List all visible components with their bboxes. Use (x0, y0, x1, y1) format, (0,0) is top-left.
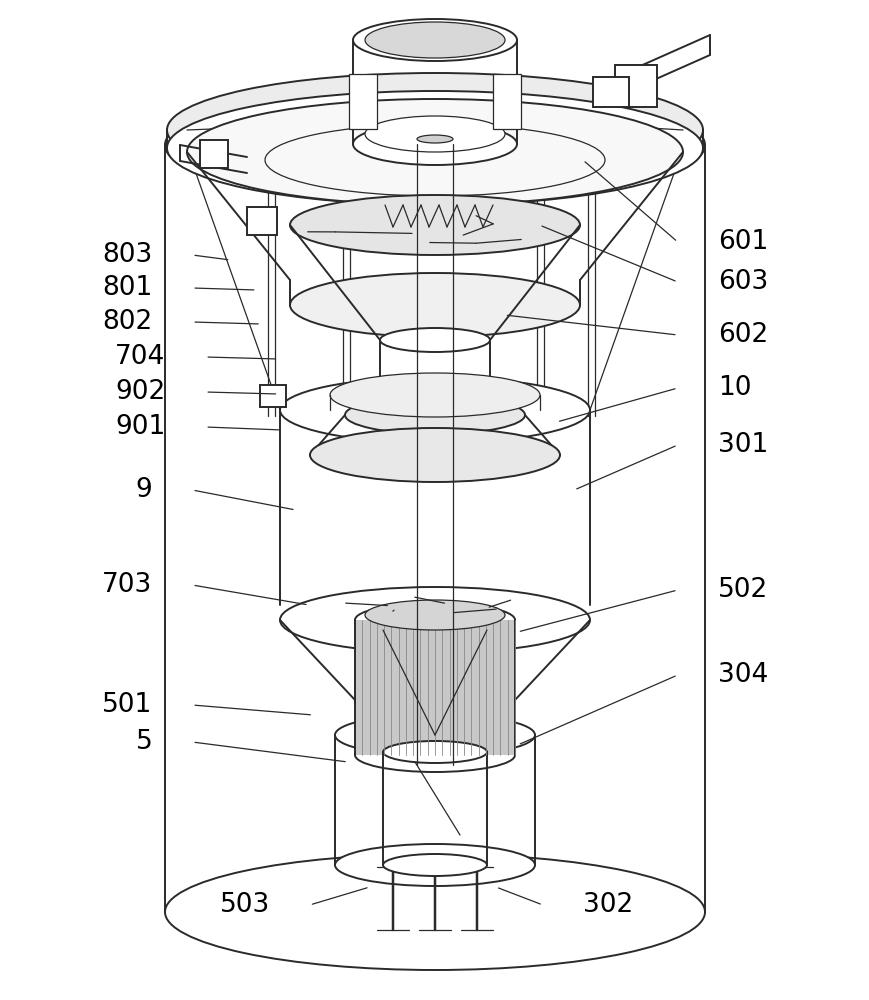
Ellipse shape (309, 428, 560, 482)
Text: 803: 803 (102, 242, 152, 268)
Bar (493, 74, 521, 129)
Ellipse shape (329, 373, 540, 417)
Ellipse shape (355, 603, 514, 637)
Ellipse shape (382, 741, 487, 763)
Ellipse shape (365, 22, 504, 58)
Text: 501: 501 (102, 692, 152, 718)
Bar (614, 65, 656, 107)
Bar (247, 207, 276, 235)
Text: 5: 5 (136, 729, 152, 755)
Text: 304: 304 (717, 662, 767, 688)
Text: 503: 503 (219, 892, 269, 918)
Text: 10: 10 (717, 375, 751, 401)
Text: 902: 902 (115, 379, 165, 405)
Ellipse shape (353, 19, 516, 61)
Ellipse shape (365, 116, 504, 152)
Ellipse shape (355, 683, 514, 717)
Text: 802: 802 (102, 309, 152, 335)
Ellipse shape (355, 738, 514, 772)
Bar (355, 620, 514, 755)
Ellipse shape (280, 377, 589, 443)
Ellipse shape (280, 587, 589, 653)
Text: 601: 601 (717, 229, 767, 255)
Text: 502: 502 (717, 577, 767, 603)
Bar (348, 74, 376, 129)
Ellipse shape (167, 73, 702, 187)
Ellipse shape (187, 99, 682, 205)
Ellipse shape (345, 396, 524, 434)
Ellipse shape (335, 714, 534, 756)
Ellipse shape (289, 273, 580, 337)
Text: 302: 302 (582, 892, 633, 918)
Bar (593, 77, 628, 107)
Ellipse shape (380, 398, 489, 422)
Text: 703: 703 (102, 572, 152, 598)
Bar (200, 140, 228, 168)
Bar (260, 385, 286, 407)
Text: 9: 9 (136, 477, 152, 503)
Text: 801: 801 (102, 275, 152, 301)
Text: 602: 602 (717, 322, 767, 348)
Ellipse shape (165, 87, 704, 203)
Ellipse shape (353, 123, 516, 165)
Ellipse shape (289, 195, 580, 255)
Text: 901: 901 (115, 414, 165, 440)
Ellipse shape (382, 854, 487, 876)
Ellipse shape (165, 854, 704, 970)
Ellipse shape (416, 135, 453, 143)
Text: 704: 704 (115, 344, 165, 370)
Ellipse shape (380, 328, 489, 352)
Ellipse shape (335, 844, 534, 886)
Text: 603: 603 (717, 269, 767, 295)
Text: 301: 301 (717, 432, 767, 458)
Ellipse shape (167, 91, 702, 205)
Ellipse shape (365, 600, 504, 630)
